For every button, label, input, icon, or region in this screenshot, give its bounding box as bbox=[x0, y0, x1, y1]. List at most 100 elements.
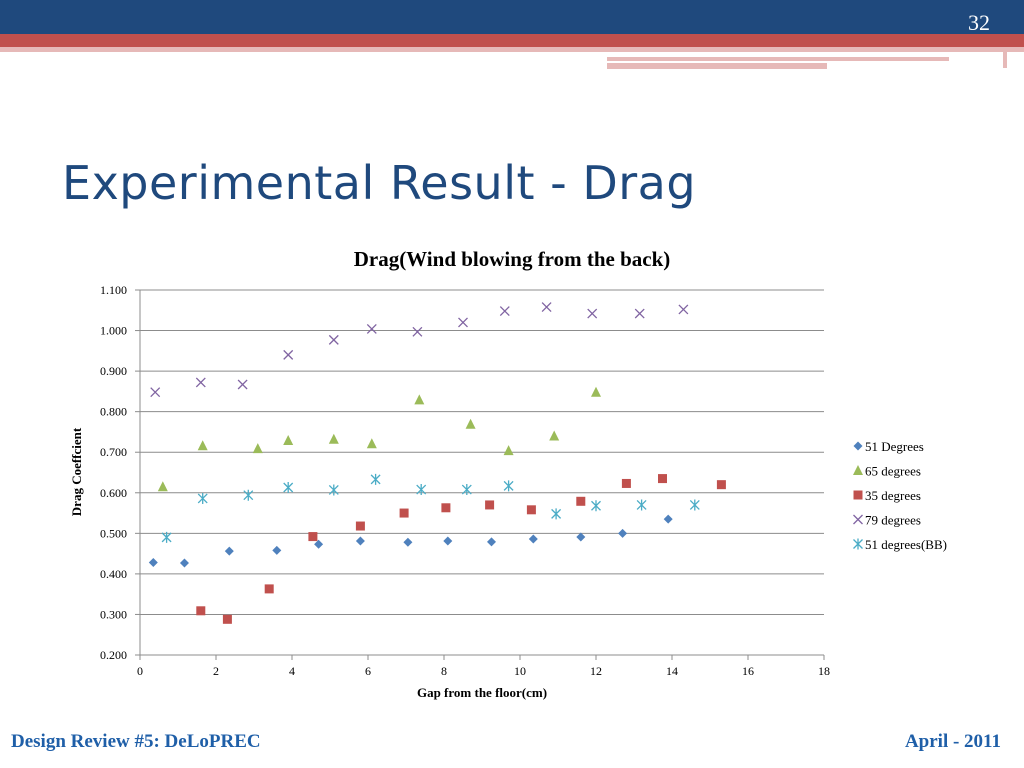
data-point bbox=[355, 521, 365, 531]
header-accent-stripe-2 bbox=[607, 63, 827, 69]
y-tick-label: 0.700 bbox=[100, 445, 127, 459]
data-point bbox=[283, 482, 294, 494]
data-point bbox=[399, 508, 409, 518]
data-point bbox=[196, 606, 206, 616]
data-point bbox=[621, 478, 631, 488]
footer-presentation-name: Design Review #5: DeLoPREC bbox=[11, 731, 261, 752]
header-bar bbox=[0, 0, 1024, 34]
data-point bbox=[179, 558, 189, 568]
series-4 bbox=[161, 473, 700, 543]
data-point bbox=[157, 481, 168, 492]
gridlines bbox=[140, 289, 824, 656]
data-point bbox=[465, 418, 476, 429]
y-axis: 0.200 0.300 0.400 0.500 0.600 0.700 0.800 0.900… bbox=[100, 283, 141, 662]
legend-label: 65 degrees bbox=[865, 464, 921, 479]
data-point bbox=[485, 500, 495, 510]
data-point bbox=[328, 433, 339, 444]
data-point bbox=[416, 484, 427, 496]
data-point bbox=[591, 500, 601, 512]
data-point bbox=[150, 387, 161, 398]
data-point bbox=[658, 474, 667, 484]
legend-marker bbox=[853, 538, 863, 550]
data-point bbox=[499, 306, 510, 317]
legend-label: 51 Degrees bbox=[865, 439, 924, 454]
data-point bbox=[224, 546, 234, 556]
data-points bbox=[148, 302, 726, 624]
data-point bbox=[252, 443, 263, 454]
data-point bbox=[366, 438, 377, 449]
data-point bbox=[328, 334, 339, 345]
legend-label: 79 degrees bbox=[865, 513, 921, 528]
header-accent-stripe-3 bbox=[607, 52, 1007, 68]
x-tick-label: 16 bbox=[742, 664, 754, 678]
data-point bbox=[689, 499, 700, 511]
legend-label: 51 degrees(BB) bbox=[865, 537, 947, 552]
slide-title: Experimental Result - Drag bbox=[62, 156, 697, 210]
data-point bbox=[283, 434, 294, 445]
data-point bbox=[161, 531, 172, 543]
data-point bbox=[272, 545, 282, 555]
x-tick-label: 10 bbox=[514, 664, 526, 678]
drag-scatter-chart: Drag(Wind blowing from the back) 0 2 4 6 8 10… bbox=[69, 247, 947, 700]
x-tick-label: 14 bbox=[666, 664, 678, 678]
x-tick-label: 12 bbox=[590, 664, 602, 678]
y-tick-label: 0.400 bbox=[100, 567, 127, 581]
data-point bbox=[222, 614, 232, 624]
data-point bbox=[283, 349, 294, 360]
data-point bbox=[716, 480, 726, 490]
data-point bbox=[264, 584, 274, 594]
data-point bbox=[678, 304, 689, 315]
data-point bbox=[576, 532, 586, 542]
x-axis-title: Gap from the floor(cm) bbox=[417, 685, 547, 700]
y-tick-label: 0.300 bbox=[100, 607, 127, 621]
series-1 bbox=[157, 386, 601, 492]
series-3 bbox=[150, 302, 689, 398]
y-tick-label: 0.600 bbox=[100, 486, 127, 500]
data-point bbox=[634, 308, 645, 319]
data-point bbox=[328, 484, 339, 496]
data-point bbox=[458, 317, 468, 328]
series-0 bbox=[148, 514, 673, 568]
data-point bbox=[366, 323, 377, 334]
data-point bbox=[314, 539, 324, 549]
legend-marker bbox=[853, 441, 863, 451]
footer-date: April - 2011 bbox=[904, 731, 1001, 752]
y-tick-label: 1.100 bbox=[100, 283, 127, 297]
data-point bbox=[549, 430, 560, 441]
y-tick-label: 1.000 bbox=[100, 324, 127, 338]
header-pink-stripe bbox=[0, 47, 1024, 52]
legend-marker bbox=[853, 465, 863, 475]
y-axis-title: Drag Coeffcient bbox=[69, 427, 84, 516]
data-point bbox=[551, 508, 562, 520]
y-tick-label: 0.800 bbox=[100, 405, 127, 419]
legend-label: 35 degrees bbox=[865, 488, 921, 503]
data-point bbox=[528, 534, 538, 544]
data-point bbox=[618, 528, 628, 538]
data-point bbox=[148, 558, 158, 568]
data-point bbox=[443, 536, 453, 546]
chart-title: Drag(Wind blowing from the back) bbox=[354, 247, 671, 271]
x-tick-label: 8 bbox=[441, 664, 447, 678]
data-point bbox=[503, 445, 514, 456]
data-point bbox=[237, 379, 248, 390]
legend-marker bbox=[853, 490, 863, 500]
x-tick-label: 0 bbox=[137, 664, 143, 678]
data-point bbox=[503, 480, 514, 492]
data-point bbox=[526, 505, 536, 515]
x-axis: 0 2 4 6 8 10 12 14 16 18 bbox=[137, 654, 830, 678]
data-point bbox=[576, 496, 586, 506]
data-point bbox=[636, 499, 647, 511]
data-point bbox=[370, 473, 381, 485]
data-point bbox=[412, 326, 423, 337]
data-point bbox=[195, 377, 206, 388]
x-tick-label: 4 bbox=[289, 664, 295, 678]
data-point bbox=[461, 484, 472, 496]
x-tick-label: 2 bbox=[213, 664, 219, 678]
data-point bbox=[414, 394, 425, 405]
data-point bbox=[541, 302, 552, 312]
series-2 bbox=[196, 474, 726, 624]
legend: 51 Degrees 65 degrees 35 degrees 79 degrees… bbox=[853, 439, 947, 552]
data-point bbox=[487, 537, 496, 547]
data-point bbox=[591, 386, 601, 397]
data-point bbox=[197, 440, 208, 451]
